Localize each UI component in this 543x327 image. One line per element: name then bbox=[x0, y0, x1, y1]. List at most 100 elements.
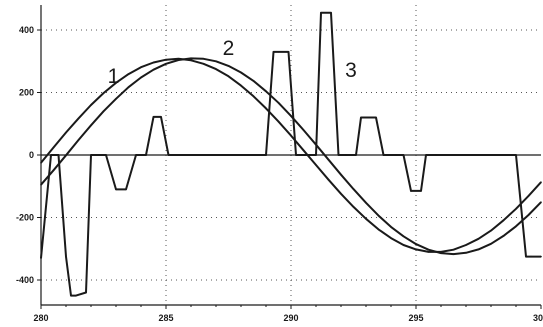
series-2-point bbox=[352, 188, 355, 190]
series-3-line bbox=[40, 11, 541, 297]
curve-label-3: 3 bbox=[345, 59, 357, 82]
y-tick-label: -200 bbox=[16, 213, 34, 223]
series-2-point bbox=[502, 235, 505, 237]
series-3-point bbox=[40, 257, 42, 259]
series-1-point bbox=[527, 195, 530, 197]
series-3-point bbox=[382, 154, 385, 156]
series-3-point bbox=[152, 116, 155, 118]
series-1-point bbox=[52, 146, 55, 149]
x-tick-label: 30 bbox=[533, 313, 543, 323]
series-3-point bbox=[115, 188, 117, 191]
series-3-point bbox=[360, 116, 362, 119]
series-1-point bbox=[415, 248, 417, 251]
series-2-point bbox=[290, 115, 292, 117]
series-3-point bbox=[515, 154, 517, 156]
series-1-point bbox=[352, 206, 355, 208]
series-3-point bbox=[177, 154, 180, 156]
series-3-point bbox=[420, 190, 422, 192]
series-3-point bbox=[135, 154, 137, 156]
series-2-point bbox=[302, 129, 305, 131]
series-3-point bbox=[395, 154, 397, 156]
series-2-point bbox=[215, 60, 217, 63]
series-1-point bbox=[140, 66, 142, 68]
series-3-point bbox=[70, 294, 72, 297]
series-2-point bbox=[340, 173, 342, 176]
series-2-point bbox=[365, 202, 367, 204]
series-2-point bbox=[152, 68, 155, 71]
series-3-point bbox=[530, 255, 532, 258]
series-1-point bbox=[90, 104, 92, 106]
series-2-point bbox=[490, 242, 492, 245]
series-1-point bbox=[327, 178, 330, 181]
series-2-point bbox=[277, 102, 280, 104]
series-1-point bbox=[540, 181, 542, 183]
series-2-point bbox=[90, 124, 92, 127]
series-1-point bbox=[477, 237, 480, 240]
series-1-point bbox=[190, 59, 192, 62]
series-3-point bbox=[337, 154, 340, 156]
series-3-point bbox=[287, 51, 290, 53]
series-2-point bbox=[452, 253, 455, 255]
series-2-point bbox=[202, 57, 205, 60]
series-1-point bbox=[102, 92, 105, 94]
series-2-point bbox=[165, 62, 167, 65]
series-2-point bbox=[515, 225, 517, 228]
series-1-point bbox=[502, 219, 505, 222]
series-3-point bbox=[540, 255, 542, 258]
series-2-point bbox=[327, 158, 330, 161]
series-3-point bbox=[425, 154, 427, 156]
series-3-point bbox=[105, 154, 107, 156]
series-3-point bbox=[345, 154, 347, 156]
series-2-point bbox=[415, 243, 417, 245]
series-2-point bbox=[177, 59, 180, 61]
series-2-point bbox=[190, 57, 192, 60]
series-1-point bbox=[390, 237, 392, 239]
series-2-point bbox=[540, 201, 542, 203]
series-3-point bbox=[402, 154, 405, 156]
series-2-point bbox=[390, 226, 392, 228]
series-3-point bbox=[145, 154, 147, 156]
series-1-point bbox=[465, 244, 467, 246]
series-3-point bbox=[375, 116, 377, 119]
x-tick-label: 280 bbox=[33, 313, 48, 323]
series-3-point bbox=[330, 12, 332, 14]
series-1-point bbox=[365, 217, 367, 220]
series-3-point bbox=[295, 154, 297, 156]
y-tick-label: -400 bbox=[16, 275, 34, 285]
series-1-point bbox=[340, 192, 342, 195]
series-2-point bbox=[252, 80, 255, 82]
series-1-point bbox=[152, 61, 155, 64]
series-1-point bbox=[215, 68, 217, 70]
series-3-point bbox=[167, 154, 170, 156]
series-2-point bbox=[527, 214, 530, 216]
series-1-point bbox=[127, 73, 130, 75]
series-3-point bbox=[302, 154, 305, 156]
y-tick-label: 200 bbox=[19, 88, 34, 98]
series-3-point bbox=[65, 255, 67, 258]
series-1-point bbox=[315, 164, 317, 166]
series-1-point bbox=[302, 149, 305, 152]
series-3-point bbox=[442, 154, 445, 156]
series-3-point bbox=[272, 51, 275, 53]
series-1-point bbox=[277, 120, 280, 123]
series-2-point bbox=[265, 90, 267, 93]
series-3-point bbox=[97, 154, 100, 156]
series-2-point bbox=[377, 214, 380, 217]
x-tick-label: 285 bbox=[158, 313, 173, 323]
series-1-point bbox=[240, 84, 242, 87]
series-1-point bbox=[252, 95, 255, 98]
series-1-point bbox=[402, 244, 405, 246]
curve-label-2: 2 bbox=[223, 37, 235, 60]
series-2-point bbox=[52, 169, 55, 172]
series-2-point bbox=[402, 235, 405, 238]
series-3-point bbox=[50, 154, 52, 156]
series-1-point bbox=[202, 62, 205, 65]
series-3-point bbox=[90, 154, 92, 156]
series-3-point bbox=[57, 154, 60, 156]
series-2-point bbox=[227, 65, 230, 67]
series-1-point bbox=[115, 82, 117, 84]
series-1-point bbox=[265, 107, 267, 110]
series-3-point bbox=[355, 154, 357, 156]
series-3-point bbox=[315, 154, 317, 156]
